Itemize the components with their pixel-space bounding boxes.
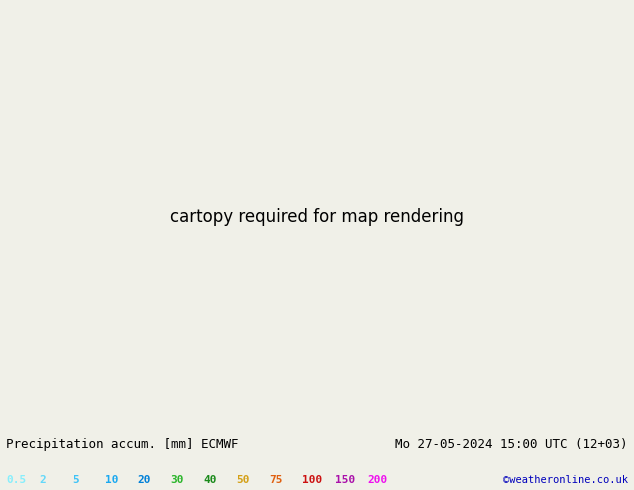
Text: 0.5: 0.5 (6, 475, 27, 486)
Text: 100: 100 (302, 475, 322, 486)
Text: 75: 75 (269, 475, 283, 486)
Text: cartopy required for map rendering: cartopy required for map rendering (170, 208, 464, 226)
Text: 30: 30 (171, 475, 184, 486)
Text: 2: 2 (39, 475, 46, 486)
Text: 50: 50 (236, 475, 250, 486)
Text: 5: 5 (72, 475, 79, 486)
Text: 40: 40 (204, 475, 217, 486)
Text: 150: 150 (335, 475, 355, 486)
Text: 10: 10 (105, 475, 119, 486)
Text: ©weatheronline.co.uk: ©weatheronline.co.uk (503, 475, 628, 486)
Text: 200: 200 (368, 475, 388, 486)
Text: 20: 20 (138, 475, 152, 486)
Text: Precipitation accum. [mm] ECMWF: Precipitation accum. [mm] ECMWF (6, 438, 239, 451)
Text: Mo 27-05-2024 15:00 UTC (12+03): Mo 27-05-2024 15:00 UTC (12+03) (395, 438, 628, 451)
